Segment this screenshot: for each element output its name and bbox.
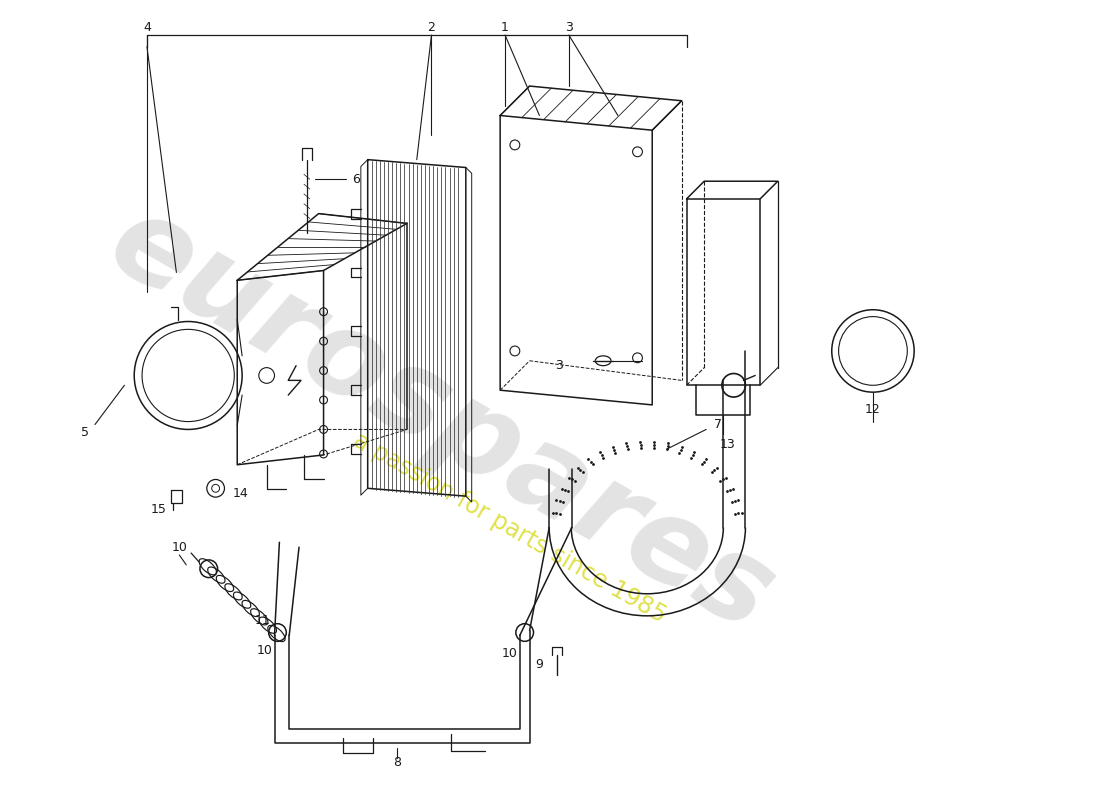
Text: 10: 10: [172, 541, 187, 554]
Text: a passion for parts since 1985: a passion for parts since 1985: [350, 428, 671, 627]
Text: 3: 3: [556, 359, 563, 372]
Text: 4: 4: [143, 21, 151, 34]
Text: 2: 2: [428, 21, 436, 34]
Text: 5: 5: [81, 426, 89, 439]
Text: 10: 10: [502, 646, 518, 660]
Text: 14: 14: [232, 486, 248, 500]
Text: 1: 1: [502, 21, 509, 34]
Text: 7: 7: [714, 418, 722, 431]
Text: 12: 12: [865, 403, 881, 416]
Text: 6: 6: [352, 173, 360, 186]
Text: 10: 10: [256, 644, 273, 657]
Text: 3: 3: [565, 21, 573, 34]
Text: 15: 15: [151, 503, 167, 516]
Text: 11: 11: [255, 614, 271, 627]
Text: 13: 13: [719, 438, 736, 450]
Text: eurospares: eurospares: [89, 183, 793, 656]
Text: 8: 8: [393, 757, 402, 770]
Text: 9: 9: [536, 658, 543, 671]
